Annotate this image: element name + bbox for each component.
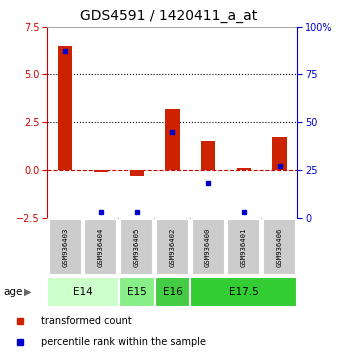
FancyBboxPatch shape <box>119 277 154 307</box>
Text: GSM936405: GSM936405 <box>134 227 140 267</box>
Text: ▶: ▶ <box>24 287 32 297</box>
Text: GSM936403: GSM936403 <box>62 227 68 267</box>
FancyBboxPatch shape <box>263 219 296 275</box>
Text: GSM936406: GSM936406 <box>276 227 283 267</box>
Text: GSM936404: GSM936404 <box>98 227 104 267</box>
Bar <box>201 141 215 170</box>
Text: transformed count: transformed count <box>41 316 131 326</box>
Text: age: age <box>3 287 23 297</box>
FancyBboxPatch shape <box>192 219 224 275</box>
Bar <box>165 109 179 170</box>
FancyBboxPatch shape <box>120 219 153 275</box>
Bar <box>94 170 108 172</box>
FancyBboxPatch shape <box>227 219 260 275</box>
Text: GSM936400: GSM936400 <box>205 227 211 267</box>
FancyBboxPatch shape <box>49 219 81 275</box>
FancyBboxPatch shape <box>154 277 190 307</box>
FancyBboxPatch shape <box>190 277 297 307</box>
Bar <box>237 168 251 170</box>
Text: GDS4591 / 1420411_a_at: GDS4591 / 1420411_a_at <box>80 9 258 23</box>
Bar <box>272 137 287 170</box>
Text: E14: E14 <box>73 287 93 297</box>
Text: GSM936401: GSM936401 <box>241 227 247 267</box>
Bar <box>129 170 144 176</box>
Text: E17.5: E17.5 <box>229 287 259 297</box>
Text: E15: E15 <box>127 287 147 297</box>
Bar <box>58 46 72 170</box>
Text: E16: E16 <box>163 287 182 297</box>
Text: GSM936402: GSM936402 <box>169 227 175 267</box>
FancyBboxPatch shape <box>84 219 117 275</box>
Text: percentile rank within the sample: percentile rank within the sample <box>41 337 206 347</box>
FancyBboxPatch shape <box>47 277 119 307</box>
FancyBboxPatch shape <box>156 219 189 275</box>
